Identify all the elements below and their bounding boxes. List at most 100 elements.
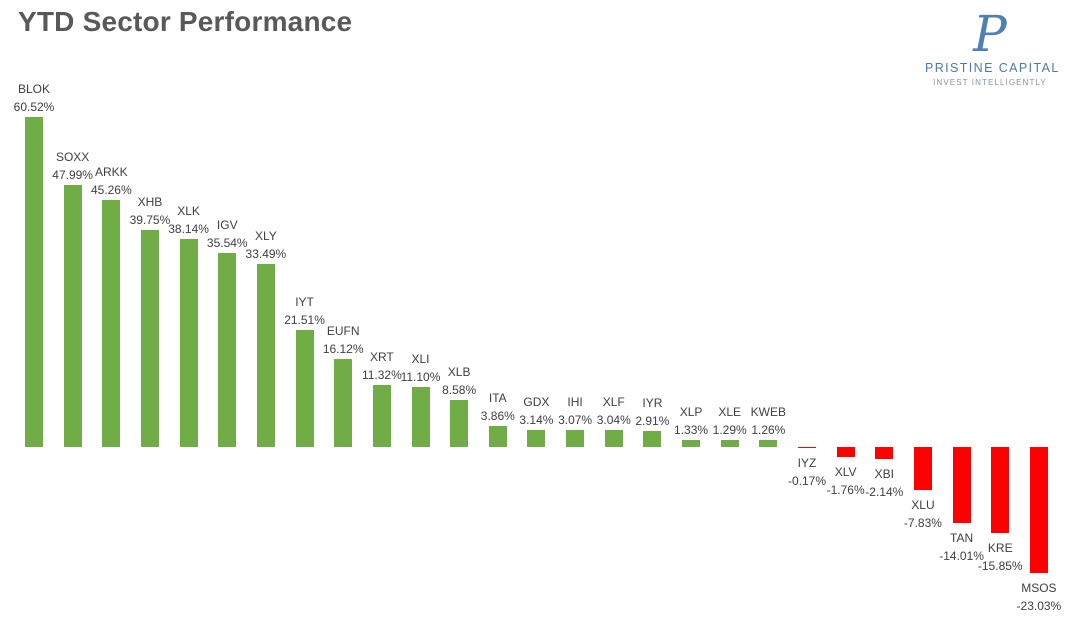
bar-ticker: XLK xyxy=(177,204,200,219)
bar-ticker: KRE xyxy=(987,541,1013,556)
bar-label-IHI: IHI 3.07% xyxy=(530,393,620,429)
bar-ticker: XBI xyxy=(874,466,894,481)
bar-value: 3.04% xyxy=(596,413,631,428)
bar-label-IYR: IYR 2.91% xyxy=(607,394,697,430)
bar-ticker: BLOK xyxy=(17,82,50,97)
bar-value: 2.91% xyxy=(635,414,670,429)
bar-ticker: XLB xyxy=(447,365,471,380)
bar-ticker: XLI xyxy=(411,351,430,366)
bar-KWEB xyxy=(759,440,778,447)
bar-ticker: XHB xyxy=(137,195,163,210)
bar-BLOK xyxy=(25,117,43,447)
bar-value: 1.29% xyxy=(712,422,747,437)
bar-IYT xyxy=(295,329,314,447)
bar-ticker: GDX xyxy=(523,394,550,409)
bar-value: 39.75% xyxy=(129,213,171,228)
bar-value: 60.52% xyxy=(13,100,55,115)
bar-label-TAN: TAN -14.01% xyxy=(917,529,1007,565)
bar-label-XLY: XLY 33.49% xyxy=(221,227,311,263)
bar-EUFN xyxy=(334,359,353,447)
bar-label-XLF: XLF 3.04% xyxy=(569,393,659,429)
bar-label-XLE: XLE 1.29% xyxy=(685,403,775,439)
bar-SOXX xyxy=(63,185,82,447)
bar-value: 3.14% xyxy=(519,412,554,427)
bar-ticker: XLU xyxy=(911,497,935,512)
bar-label-XLK: XLK 38.14% xyxy=(144,202,234,238)
bar-label-XRT: XRT 11.32% xyxy=(337,348,427,384)
bar-ticker: XLF xyxy=(602,395,625,410)
bar-ARKK xyxy=(102,200,121,447)
bar-label-KWEB: KWEB 1.26% xyxy=(723,403,813,439)
bar-ticker: XLE xyxy=(718,404,742,419)
bar-XHB xyxy=(140,230,159,447)
bar-MSOS xyxy=(1029,447,1048,573)
bar-ticker: IYR xyxy=(642,396,663,411)
bar-value: 3.07% xyxy=(558,413,593,428)
bar-ticker: TAN xyxy=(950,531,974,546)
bar-value: 1.26% xyxy=(751,423,786,438)
bar-label-XLP: XLP 1.33% xyxy=(646,403,736,439)
bar-XLI xyxy=(411,386,430,447)
bar-value: 8.58% xyxy=(442,383,477,398)
bar-ticker: IGV xyxy=(216,218,238,233)
bar-label-EUFN: EUFN 16.12% xyxy=(298,322,388,358)
pristine-capital-logo: P PRISTINE CAPITAL INVEST INTELLIGENTLY xyxy=(925,5,1060,87)
bar-value: 47.99% xyxy=(52,168,93,183)
bar-label-SOXX: SOXX 47.99% xyxy=(28,148,118,184)
bar-KRE xyxy=(991,447,1010,534)
bar-value: 33.49% xyxy=(245,247,287,262)
logo-company-name: PRISTINE CAPITAL xyxy=(925,61,1060,75)
bar-label-XBI: XBI -2.14% xyxy=(839,465,929,501)
bar-label-GDX: GDX 3.14% xyxy=(491,393,581,429)
bar-value: 3.86% xyxy=(480,408,515,423)
pristine-capital-monogram-icon: P xyxy=(973,5,1007,63)
logo-tagline: INVEST INTELLIGENTLY xyxy=(933,78,1047,87)
bar-value: -2.14% xyxy=(865,484,904,499)
bar-value: 11.32% xyxy=(361,368,402,383)
bar-ticker: SOXX xyxy=(55,150,90,165)
bar-value: 35.54% xyxy=(206,236,248,251)
bar-XBI xyxy=(875,447,894,459)
bar-label-XHB: XHB 39.75% xyxy=(105,193,195,229)
bar-XRT xyxy=(372,385,391,447)
bar-label-IYZ: IYZ -0.17% xyxy=(762,454,852,490)
bar-IGV xyxy=(218,253,237,447)
bar-label-XLI: XLI 11.10% xyxy=(376,350,466,386)
bar-label-XLU: XLU -7.83% xyxy=(878,496,968,532)
bar-value: 38.14% xyxy=(168,222,209,237)
bar-value: -7.83% xyxy=(903,515,942,530)
bar-ticker: ARKK xyxy=(94,165,128,180)
bar-label-MSOS: MSOS -23.03% xyxy=(994,579,1071,615)
bar-ticker: XRT xyxy=(369,350,394,365)
bar-value: -14.01% xyxy=(939,549,984,564)
bar-label-IYT: IYT 21.51% xyxy=(260,293,350,329)
bar-value: -15.85% xyxy=(977,559,1023,574)
bar-IYZ xyxy=(798,447,816,448)
bar-value: -1.76% xyxy=(826,482,865,497)
bar-value: -23.03% xyxy=(1016,598,1062,613)
bar-ticker: EUFN xyxy=(326,324,360,339)
bar-ticker: IYT xyxy=(295,294,314,309)
bar-XLE xyxy=(720,439,739,447)
bar-label-BLOK: BLOK 60.52% xyxy=(0,80,79,116)
bar-XLV xyxy=(836,447,855,457)
bar-value: 11.10% xyxy=(400,369,441,384)
bar-XLP xyxy=(682,439,701,447)
bar-value: 1.33% xyxy=(674,422,709,437)
bar-label-XLV: XLV -1.76% xyxy=(801,463,891,499)
bar-label-XLB: XLB 8.58% xyxy=(414,363,504,399)
bar-value: -0.17% xyxy=(787,474,827,488)
bar-XLU xyxy=(913,447,932,490)
bar-IHI xyxy=(566,430,585,447)
bar-label-ARKK: ARKK 45.26% xyxy=(66,163,156,199)
bar-XLY xyxy=(256,264,275,447)
bar-ITA xyxy=(488,425,507,447)
bar-XLF xyxy=(604,430,623,447)
bar-ticker: XLP xyxy=(679,404,703,419)
bar-ticker: IHI xyxy=(567,395,583,410)
bar-label-ITA: ITA 3.86% xyxy=(453,389,543,425)
bar-TAN xyxy=(952,447,971,524)
bar-XLB xyxy=(450,400,469,447)
